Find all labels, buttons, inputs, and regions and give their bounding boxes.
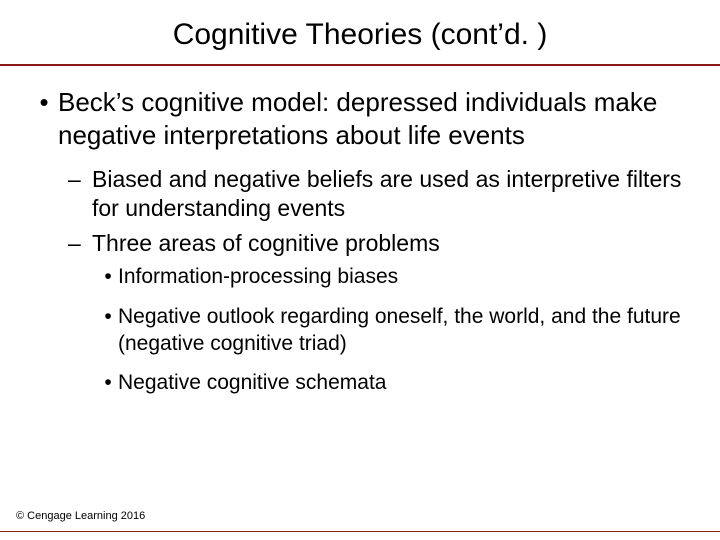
copyright-text: © Cengage Learning 2016 bbox=[16, 510, 145, 522]
title-area: Cognitive Theories (cont’d. ) bbox=[0, 0, 720, 64]
bullet-text: Biased and negative beliefs are used as … bbox=[92, 165, 690, 223]
bottom-rule bbox=[0, 531, 720, 532]
bullet-mark: • bbox=[98, 263, 118, 290]
bullet-level-3: • Negative outlook regarding oneself, th… bbox=[98, 303, 690, 358]
bullet-text: Beck’s cognitive model: depressed indivi… bbox=[58, 86, 690, 151]
dash-mark: – bbox=[68, 229, 92, 258]
bullet-mark: • bbox=[98, 369, 118, 396]
bullet-mark: • bbox=[30, 86, 58, 151]
bullet-level-1: • Beck’s cognitive model: depressed indi… bbox=[30, 86, 690, 151]
slide-title: Cognitive Theories (cont’d. ) bbox=[40, 18, 680, 52]
bullet-text: Negative cognitive schemata bbox=[118, 369, 386, 396]
bullet-level-3: • Information-processing biases bbox=[98, 263, 690, 290]
bullet-mark: • bbox=[98, 303, 118, 358]
bullet-level-2: – Three areas of cognitive problems bbox=[68, 229, 690, 258]
bullet-level-2: – Biased and negative beliefs are used a… bbox=[68, 165, 690, 223]
bullet-text: Negative outlook regarding oneself, the … bbox=[118, 303, 690, 358]
bullet-text: Three areas of cognitive problems bbox=[92, 229, 440, 258]
bullet-level-3: • Negative cognitive schemata bbox=[98, 369, 690, 396]
bullet-text: Information-processing biases bbox=[118, 263, 398, 290]
dash-mark: – bbox=[68, 165, 92, 223]
content-area: • Beck’s cognitive model: depressed indi… bbox=[0, 66, 720, 396]
